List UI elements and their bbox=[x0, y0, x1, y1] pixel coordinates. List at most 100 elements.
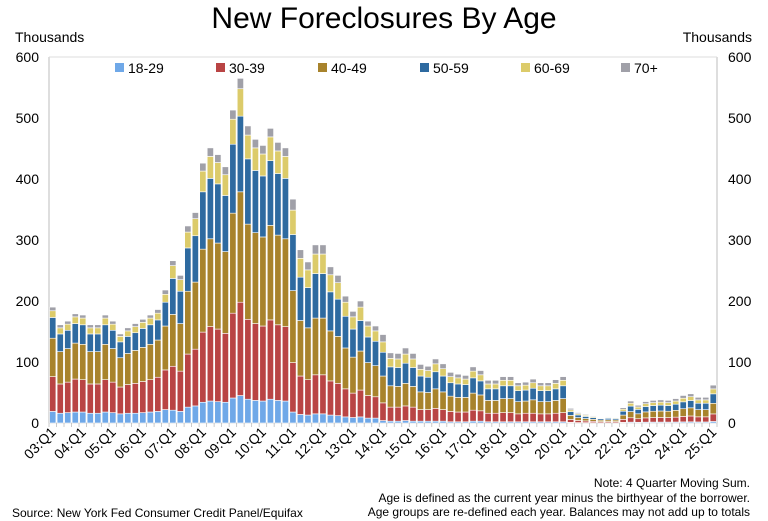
bar-segment-70plus bbox=[507, 376, 515, 381]
bar-segment-60-69 bbox=[79, 317, 87, 326]
bar-segment-18-29 bbox=[49, 411, 57, 424]
bar-segment-70plus bbox=[49, 306, 57, 312]
bar-segment-30-39 bbox=[552, 412, 560, 423]
bar-segment-70plus bbox=[619, 407, 627, 410]
bar-segment-30-39 bbox=[372, 396, 379, 419]
bar-segment-30-39 bbox=[522, 412, 530, 423]
bar-segment-70plus bbox=[687, 393, 695, 398]
bar-segment-60-69 bbox=[694, 399, 702, 404]
y-tick-label-right: 500 bbox=[728, 110, 752, 126]
y-tick-label-right: 100 bbox=[728, 354, 752, 370]
bar-segment-70plus bbox=[462, 375, 470, 380]
bar-segment-70plus bbox=[296, 249, 304, 259]
bar-segment-50-59 bbox=[522, 389, 530, 402]
bar-segment-40-49 bbox=[417, 391, 424, 410]
bar-segment-30-39 bbox=[206, 326, 214, 402]
bar-segment-18-29 bbox=[146, 411, 154, 424]
bar-segment-70plus bbox=[154, 309, 162, 314]
bar-segment-70plus bbox=[236, 78, 244, 90]
bar-segment-60-69 bbox=[657, 401, 665, 406]
bar-segment-60-69 bbox=[672, 400, 680, 405]
bar-segment-18-29 bbox=[124, 412, 132, 424]
bar-segment-60-69 bbox=[649, 402, 657, 406]
bar-segment-40-49 bbox=[289, 290, 297, 363]
x-tick-label: 16:Q1 bbox=[411, 424, 449, 462]
bar-segment-40-49 bbox=[154, 339, 162, 378]
bar-segment-60-69 bbox=[559, 379, 567, 387]
chart-title: New Foreclosures By Age bbox=[211, 2, 556, 35]
bar-segment-50-59 bbox=[101, 324, 109, 345]
bar-segment-70plus bbox=[574, 412, 582, 414]
bar-segment-30-39 bbox=[492, 412, 500, 423]
bar-segment-40-49 bbox=[191, 281, 199, 350]
bar-segment-50-59 bbox=[319, 273, 327, 319]
note-line-2: Age is defined as the current year minus… bbox=[378, 491, 750, 505]
bar-segment-70plus bbox=[394, 353, 402, 360]
bar-segment-70plus bbox=[447, 372, 455, 377]
bar-segment-70plus bbox=[537, 382, 545, 387]
bar-segment-40-49 bbox=[176, 323, 184, 372]
bar-segment-18-29 bbox=[334, 415, 342, 424]
bar-segment-40-49 bbox=[432, 388, 439, 409]
bar-segment-18-29 bbox=[311, 413, 319, 424]
bar-segment-60-69 bbox=[334, 282, 342, 300]
bar-segment-40-49 bbox=[679, 408, 687, 417]
bar-segment-70plus bbox=[672, 398, 680, 402]
bar-segment-60-69 bbox=[289, 209, 297, 235]
bar-segment-60-69 bbox=[131, 326, 139, 334]
bar-segment-40-49 bbox=[49, 337, 57, 377]
bar-segment-70plus bbox=[169, 260, 177, 266]
y-tick-label-left: 300 bbox=[16, 232, 40, 248]
bar-segment-18-29 bbox=[221, 401, 229, 424]
bar-segment-30-39 bbox=[484, 412, 492, 423]
bar-segment-50-59 bbox=[424, 376, 432, 393]
bar-segment-60-69 bbox=[71, 316, 79, 324]
bar-segment-70plus bbox=[709, 384, 717, 390]
bar-segment-70plus bbox=[109, 320, 117, 325]
bar-segment-60-69 bbox=[139, 322, 147, 329]
bar-segment-30-39 bbox=[529, 412, 537, 423]
bar-segment-50-59 bbox=[296, 276, 304, 321]
bar-segment-40-49 bbox=[477, 394, 485, 412]
bar-segment-40-49 bbox=[582, 418, 590, 422]
bar-segment-70plus bbox=[589, 415, 597, 417]
x-tick-label: 03:Q1 bbox=[21, 424, 59, 462]
bar-segment-50-59 bbox=[484, 388, 492, 401]
bar-segment-30-39 bbox=[709, 413, 717, 422]
bar-segment-18-29 bbox=[79, 411, 87, 424]
bar-segment-50-59 bbox=[694, 402, 702, 410]
bar-segment-40-49 bbox=[71, 342, 79, 380]
bar-segment-30-39 bbox=[687, 415, 695, 423]
bar-segment-18-29 bbox=[109, 412, 117, 424]
bar-segment-30-39 bbox=[274, 324, 282, 401]
bar-segment-60-69 bbox=[477, 374, 485, 382]
x-tick-label: 06:Q1 bbox=[111, 424, 149, 462]
bar-segment-60-69 bbox=[514, 385, 522, 391]
bar-segment-50-59 bbox=[124, 336, 132, 354]
bar-segment-50-59 bbox=[86, 333, 94, 352]
bar-segment-50-59 bbox=[702, 402, 710, 410]
legend-label: 70+ bbox=[634, 60, 658, 76]
legend-label: 18-29 bbox=[128, 60, 164, 76]
bar-segment-18-29 bbox=[139, 412, 147, 424]
bar-segment-18-29 bbox=[71, 411, 79, 424]
bar-segment-18-29 bbox=[349, 417, 357, 424]
bar-segment-60-69 bbox=[199, 170, 207, 193]
bar-segment-18-29 bbox=[191, 405, 199, 424]
x-tick-label: 08:Q1 bbox=[171, 424, 209, 462]
bar-segment-70plus bbox=[191, 212, 199, 219]
bar-segment-40-49 bbox=[462, 397, 470, 413]
bar-segment-40-49 bbox=[349, 356, 357, 394]
x-tick-label: 04:Q1 bbox=[51, 424, 89, 462]
bar-segment-30-39 bbox=[574, 420, 582, 423]
bar-segment-50-59 bbox=[544, 390, 552, 402]
bar-segment-18-29 bbox=[274, 400, 282, 424]
bar-segment-30-39 bbox=[79, 379, 87, 413]
bar-segment-60-69 bbox=[101, 317, 109, 326]
bar-segment-50-59 bbox=[266, 160, 274, 226]
bar-segment-40-49 bbox=[244, 223, 252, 320]
bar-segment-50-59 bbox=[469, 377, 477, 394]
bar-segment-18-29 bbox=[304, 414, 312, 424]
bar-segment-40-49 bbox=[439, 391, 447, 410]
bar-segment-60-69 bbox=[679, 397, 687, 403]
